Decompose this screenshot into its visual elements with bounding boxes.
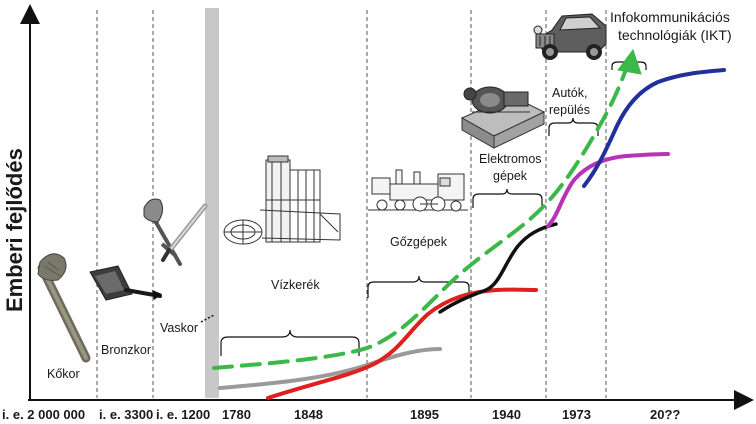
steam-locomotive-icon bbox=[368, 169, 468, 212]
x-tick-label: 1848 bbox=[294, 407, 323, 422]
era-label-repules: repülés bbox=[549, 103, 590, 117]
y-axis-label: Emberi fejlődés bbox=[2, 148, 27, 312]
x-tick-label: 1780 bbox=[222, 407, 251, 422]
era-label-elektromos: Elektromos bbox=[479, 152, 542, 166]
brace-elektromos bbox=[472, 188, 543, 208]
era-label-ikt-1: Infokommunikációs bbox=[610, 9, 730, 25]
electric-motor-icon bbox=[460, 86, 546, 149]
era-label-gepek: gépek bbox=[493, 169, 528, 183]
bronze-axe-icon bbox=[89, 265, 162, 301]
brace-vizkerek bbox=[220, 329, 360, 356]
x-tick-label: 1940 bbox=[492, 407, 521, 422]
era-label-vaskor: Vaskor bbox=[160, 321, 198, 335]
x-tick-label: 1895 bbox=[410, 407, 439, 422]
era-break-band bbox=[205, 8, 219, 398]
x-tick-label: i. e. 3300 bbox=[99, 407, 153, 422]
stone-axe-icon bbox=[37, 253, 91, 363]
era-label-kokor: Kőkor bbox=[47, 367, 80, 381]
x-tick-label: i. e. 2 000 000 bbox=[2, 407, 85, 422]
era-braces bbox=[220, 57, 647, 356]
era-label-bronzkor: Bronzkor bbox=[101, 343, 151, 357]
red-curve bbox=[266, 287, 538, 400]
trend-arrow bbox=[212, 62, 630, 370]
brace-autok bbox=[548, 117, 599, 136]
blue-curve bbox=[582, 68, 726, 188]
x-tick-label: 20?? bbox=[650, 407, 680, 422]
water-wheel-machine-icon bbox=[223, 155, 341, 245]
magenta-curve bbox=[546, 152, 670, 228]
era-label-ikt-2: technológiák (IKT) bbox=[618, 27, 732, 43]
era-label-gozgepek: Gőzgépek bbox=[390, 235, 448, 249]
x-tick-label: 1973 bbox=[562, 407, 591, 422]
black-curve bbox=[438, 222, 558, 314]
vintage-car-icon bbox=[533, 13, 607, 60]
era-label-autok: Autók, bbox=[552, 86, 587, 100]
vaskor-dots bbox=[200, 314, 215, 323]
era-label-vizkerek: Vízkerék bbox=[271, 278, 320, 292]
x-tick-label: i. e. 1200 bbox=[156, 407, 210, 422]
development-curves bbox=[212, 48, 726, 400]
gray-curve bbox=[218, 347, 442, 390]
trend-arrow-head bbox=[617, 48, 642, 75]
era-dividers bbox=[96, 10, 607, 398]
x-tick-labels: i. e. 2 000 000 i. e. 3300 i. e. 1200 17… bbox=[2, 407, 680, 422]
brace-gozgepek bbox=[367, 275, 470, 298]
iron-weapons-icon bbox=[143, 198, 208, 266]
